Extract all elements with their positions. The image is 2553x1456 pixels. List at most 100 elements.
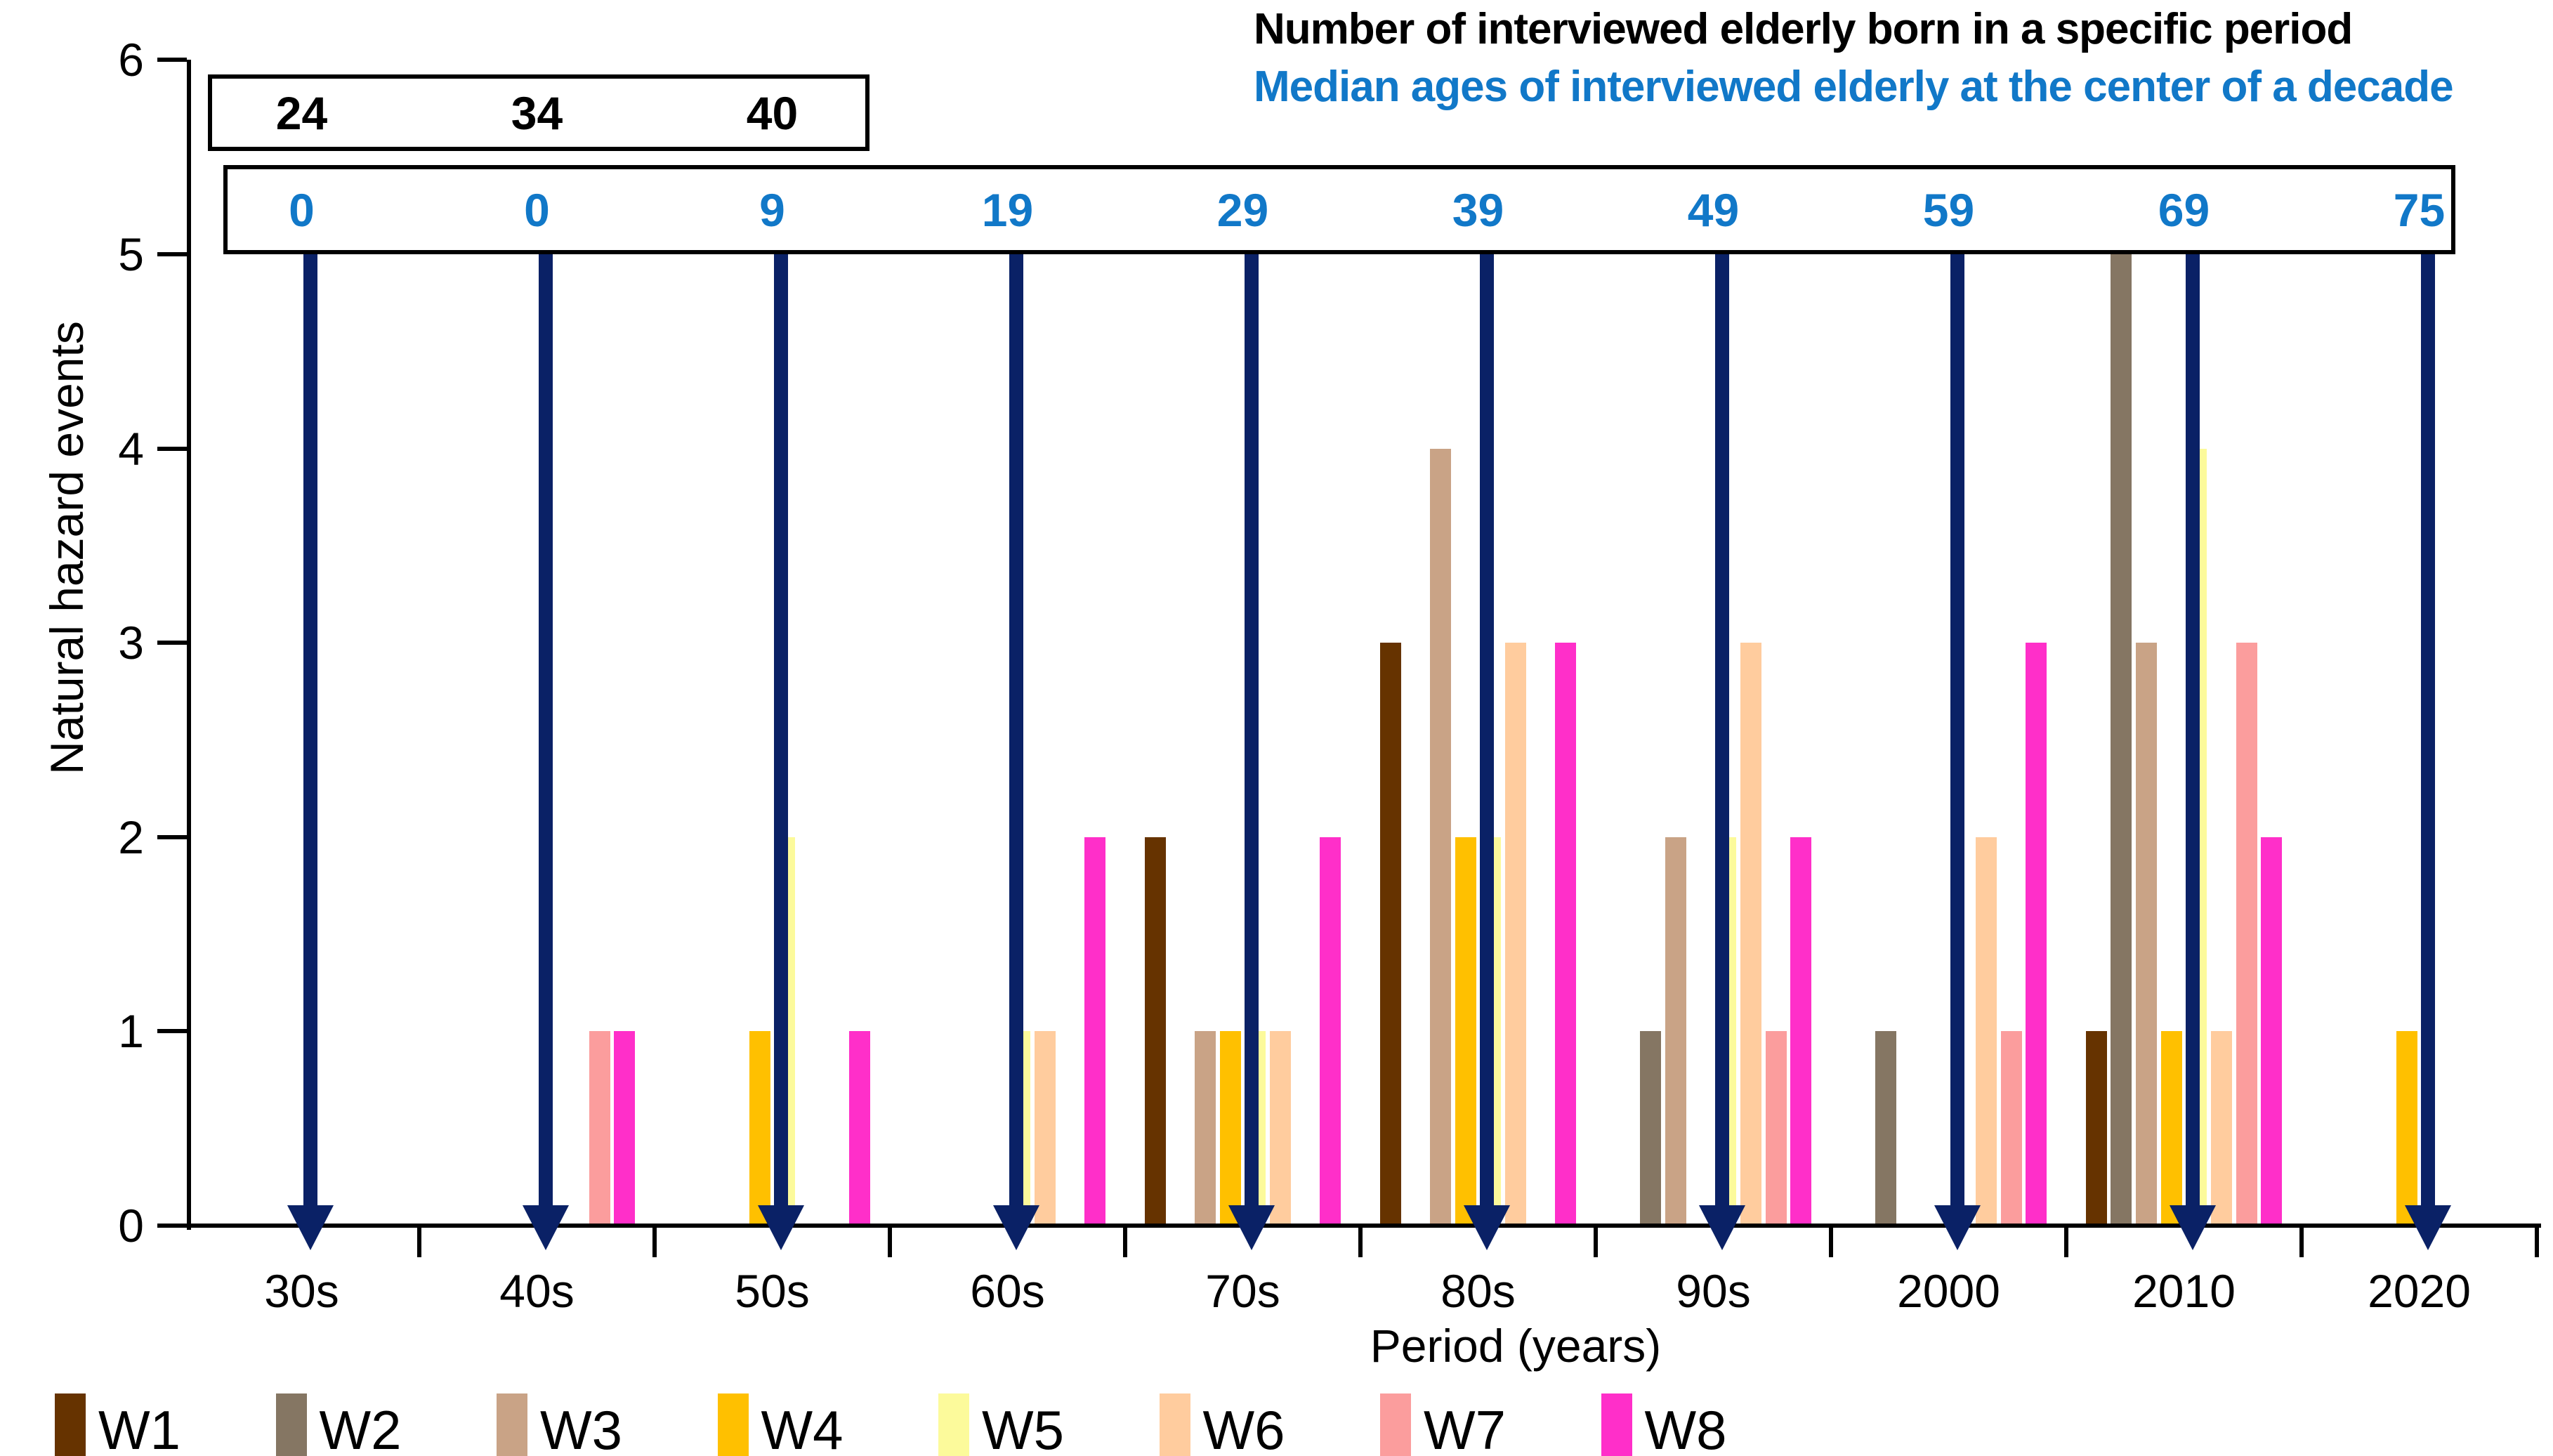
legend-label-W5: W5 — [982, 1399, 1064, 1456]
y-tick-label: 0 — [118, 1200, 144, 1252]
born-count-50s: 40 — [746, 86, 799, 139]
bar-W8-2010 — [2261, 837, 2283, 1226]
bar-W6-80s — [1505, 643, 1527, 1226]
legend-item-W2: W2 — [275, 1393, 487, 1456]
legend-swatch-W8 — [1601, 1393, 1632, 1456]
median-age-50s: 9 — [759, 183, 785, 236]
x-category-label-2020: 2020 — [2368, 1265, 2471, 1317]
median-arrowhead-2000 — [1934, 1205, 1981, 1250]
bar-W8-50s — [849, 1031, 871, 1226]
median-arrow-2020 — [2420, 254, 2435, 1205]
x-category-label-80s: 80s — [1440, 1265, 1516, 1317]
legend-swatch-W1 — [55, 1393, 86, 1456]
x-axis-line — [184, 1224, 2541, 1228]
median-age-90s: 49 — [1687, 183, 1740, 236]
y-tick — [157, 447, 187, 451]
bar-W4-70s — [1219, 1031, 1241, 1226]
median-arrow-2010 — [2185, 254, 2200, 1205]
legend-swatch-W6 — [1159, 1393, 1190, 1456]
born-counts-box — [208, 74, 869, 151]
median-age-80s: 39 — [1452, 183, 1504, 236]
median-arrow-90s — [1714, 254, 1729, 1205]
median-arrow-30s — [303, 254, 317, 1205]
median-age-2000: 59 — [1922, 183, 1975, 236]
x-tick — [1829, 1224, 1833, 1257]
y-axis-line — [187, 60, 191, 1230]
y-tick-label: 5 — [118, 228, 144, 280]
median-arrowhead-70s — [1228, 1205, 1275, 1250]
x-category-label-2000: 2000 — [1897, 1265, 2000, 1317]
median-arrowhead-40s — [522, 1205, 569, 1250]
y-tick-label: 4 — [118, 423, 144, 475]
median-arrow-40s — [538, 254, 553, 1205]
legend-label-W3: W3 — [540, 1399, 622, 1456]
median-age-70s: 29 — [1216, 183, 1269, 236]
x-tick — [888, 1224, 892, 1257]
legend-item-W5: W5 — [938, 1393, 1149, 1456]
bar-W6-2010 — [2211, 1031, 2233, 1226]
x-tick — [1594, 1224, 1598, 1257]
bar-W3-80s — [1429, 449, 1451, 1226]
median-arrowhead-50s — [757, 1205, 804, 1250]
legend-label-W8: W8 — [1644, 1399, 1727, 1456]
y-tick-label: 6 — [118, 34, 144, 86]
chart-title-black: Number of interviewed elderly born in a … — [1254, 5, 2353, 53]
y-tick — [157, 58, 187, 62]
bar-W4-2020 — [2396, 1031, 2417, 1226]
legend-label-W1: W1 — [98, 1399, 181, 1456]
median-arrow-50s — [773, 254, 788, 1205]
bar-W8-70s — [1320, 837, 1341, 1226]
median-arrowhead-2020 — [2404, 1205, 2451, 1250]
legend-item-W1: W1 — [55, 1393, 265, 1456]
legend-swatch-W2 — [275, 1393, 307, 1456]
bar-W4-50s — [749, 1031, 770, 1226]
median-age-2010: 69 — [2158, 183, 2210, 236]
x-tick — [1123, 1224, 1127, 1257]
bar-W3-90s — [1665, 837, 1686, 1226]
legend-swatch-W3 — [497, 1393, 527, 1456]
x-category-label-2010: 2010 — [2132, 1265, 2236, 1317]
median-arrowhead-80s — [1463, 1205, 1510, 1250]
median-arrowhead-30s — [287, 1205, 334, 1250]
chart-title-blue: Median ages of interviewed elderly at th… — [1254, 63, 2454, 111]
bar-W6-60s — [1035, 1031, 1056, 1226]
bar-W7-90s — [1765, 1031, 1787, 1226]
y-tick — [157, 1029, 187, 1033]
bar-W8-40s — [614, 1031, 636, 1226]
legend-item-W4: W4 — [717, 1393, 928, 1456]
median-age-30s: 0 — [289, 183, 315, 236]
legend-item-W7: W7 — [1380, 1393, 1591, 1456]
bar-W2-2010 — [2111, 254, 2132, 1226]
x-category-label-90s: 90s — [1676, 1265, 1751, 1317]
born-count-40s: 34 — [511, 86, 563, 139]
bar-W3-2010 — [2135, 643, 2157, 1226]
y-tick-label: 1 — [118, 1005, 144, 1057]
median-arrowhead-2010 — [2169, 1205, 2216, 1250]
bar-W1-80s — [1379, 643, 1401, 1226]
y-tick-label: 2 — [118, 811, 144, 863]
legend-swatch-W5 — [938, 1393, 969, 1456]
y-tick — [157, 641, 187, 645]
bar-W6-2000 — [1976, 837, 1997, 1226]
legend-label-W4: W4 — [761, 1399, 844, 1456]
median-ages-box — [223, 165, 2455, 254]
x-category-label-60s: 60s — [970, 1265, 1045, 1317]
median-arrow-60s — [1009, 254, 1023, 1205]
median-age-40s: 0 — [524, 183, 550, 236]
x-tick — [2064, 1224, 2068, 1257]
bar-W8-2000 — [2026, 643, 2047, 1226]
y-tick-label: 3 — [118, 617, 144, 669]
legend-item-W6: W6 — [1159, 1393, 1370, 1456]
bar-W8-90s — [1790, 837, 1812, 1226]
median-arrow-2000 — [1950, 254, 1964, 1205]
bar-W3-70s — [1194, 1031, 1216, 1226]
x-tick — [417, 1224, 421, 1257]
y-tick — [157, 1224, 187, 1228]
median-arrowhead-60s — [992, 1205, 1039, 1250]
bar-W4-2010 — [2160, 1031, 2182, 1226]
bar-W6-70s — [1270, 1031, 1292, 1226]
legend-swatch-W4 — [717, 1393, 749, 1456]
median-age-60s: 19 — [981, 183, 1034, 236]
